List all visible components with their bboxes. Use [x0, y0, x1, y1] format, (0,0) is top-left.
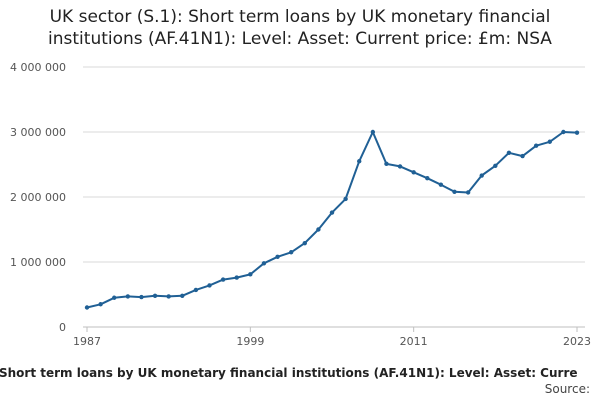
data-point — [316, 227, 321, 232]
data-point — [84, 305, 90, 310]
data-point — [139, 294, 144, 300]
data-point — [438, 182, 444, 187]
data-point — [574, 130, 580, 135]
x-tick-label: 2011 — [400, 335, 428, 348]
data-point — [180, 293, 185, 298]
data-point — [397, 164, 403, 169]
x-tick-label: 2023 — [563, 335, 591, 348]
data-point — [207, 283, 212, 288]
y-tick-label: 1 000 000 — [10, 256, 66, 269]
data-point — [452, 189, 457, 194]
data-point — [384, 161, 389, 167]
data-point — [370, 129, 376, 135]
data-point — [506, 150, 512, 155]
data-point — [275, 254, 280, 259]
data-point — [561, 129, 566, 135]
data-point — [166, 294, 171, 299]
y-tick-label: 3 000 000 — [10, 126, 66, 139]
data-point — [220, 277, 226, 282]
data-point — [193, 287, 199, 293]
data-point — [302, 240, 307, 246]
data-point — [152, 293, 158, 298]
data-point — [547, 139, 552, 144]
data-point — [125, 294, 131, 299]
data-point — [234, 275, 239, 280]
data-point — [261, 261, 267, 266]
data-point — [520, 153, 525, 159]
y-tick-label: 2 000 000 — [10, 191, 66, 204]
data-point — [357, 159, 362, 164]
x-tick-label: 1987 — [73, 335, 101, 348]
data-point — [493, 163, 498, 168]
data-point — [465, 190, 471, 195]
legend-label: : Short term loans by UK monetary financ… — [0, 366, 578, 380]
data-point — [533, 143, 539, 148]
data-point — [411, 170, 416, 175]
series-line — [86, 131, 578, 309]
data-point — [479, 173, 484, 178]
data-point — [112, 295, 117, 300]
data-point — [288, 250, 294, 255]
y-tick-label: 0 — [59, 321, 66, 334]
data-point — [329, 210, 335, 215]
y-tick-label: 4 000 000 — [10, 61, 66, 74]
source-label: Source: — [544, 382, 590, 396]
x-tick-label: 1999 — [236, 335, 264, 348]
data-point — [248, 272, 253, 277]
data-point — [343, 196, 348, 202]
chart-title: UK sector (S.1): Short term loans by UK … — [48, 7, 552, 49]
data-point — [425, 175, 430, 181]
data-point — [98, 302, 103, 307]
